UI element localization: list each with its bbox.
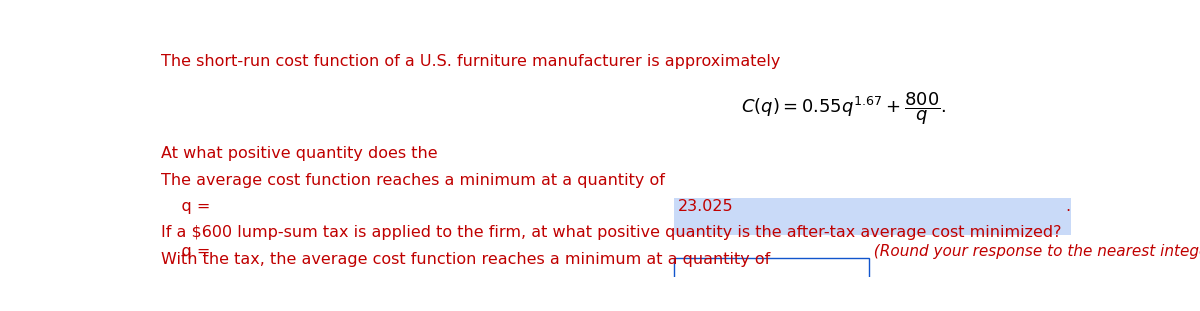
Text: (Round your response to the nearest integer.: (Round your response to the nearest inte… [864, 244, 1200, 259]
Text: $C(q) = 0.55q^{1.67} + \dfrac{800}{q}.$: $C(q) = 0.55q^{1.67} + \dfrac{800}{q}.$ [740, 91, 946, 128]
FancyBboxPatch shape [673, 258, 869, 294]
Text: At what positive quantity does the: At what positive quantity does the [161, 146, 443, 161]
Text: The average cost function reaches a minimum at a quantity of: The average cost function reaches a mini… [161, 173, 665, 188]
Text: With the tax, the average cost function reaches a minimum at a quantity of: With the tax, the average cost function … [161, 252, 770, 267]
Text: q =: q = [161, 244, 216, 259]
Text: q =: q = [161, 199, 216, 214]
Text: 23.025: 23.025 [678, 199, 734, 214]
Text: The short-run cost function of a U.S. furniture manufacturer is approximately: The short-run cost function of a U.S. fu… [161, 54, 780, 69]
Text: .: . [1067, 199, 1081, 214]
Text: If a $600 lump-sum tax is applied to the firm, at what positive quantity is the : If a $600 lump-sum tax is applied to the… [161, 225, 1062, 240]
FancyBboxPatch shape [673, 198, 1070, 235]
